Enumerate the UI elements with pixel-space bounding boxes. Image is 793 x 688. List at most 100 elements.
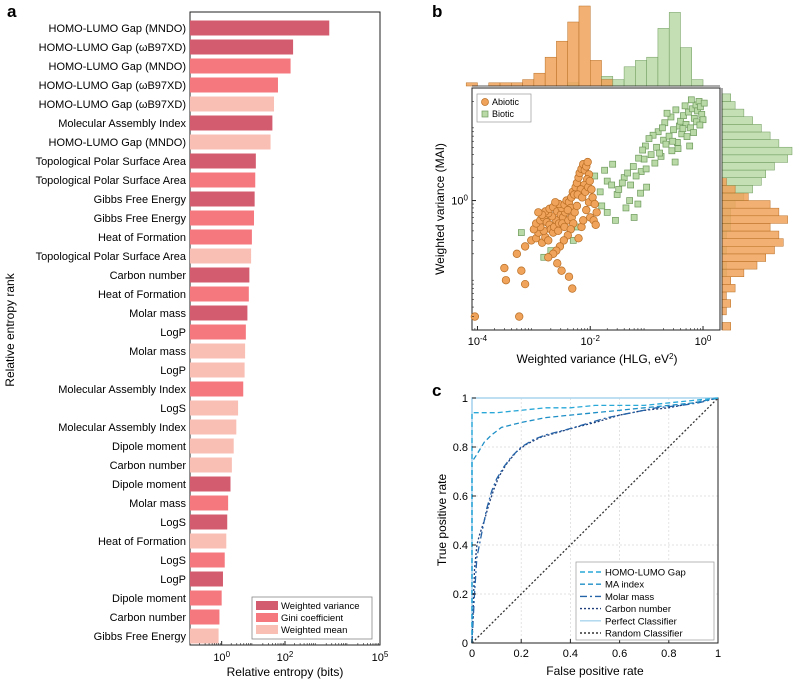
side-hist-biotic-bin [721, 108, 745, 117]
bar-wm-21 [190, 419, 237, 435]
abiotic-point-97 [591, 220, 600, 229]
bar-wm-17 [190, 343, 246, 359]
side-hist-biotic-bin [721, 131, 771, 140]
abiotic-point-84 [564, 272, 574, 281]
bar-label-13: Carbon number [110, 270, 187, 282]
abiotic-point-83 [557, 266, 566, 275]
top-hist-abiotic-bin [589, 60, 602, 87]
bar-label-20: LogS [160, 403, 186, 415]
biotic-point-69 [656, 149, 663, 157]
biotic-point-22 [665, 132, 673, 140]
biotic-point-17 [647, 151, 655, 159]
biotic-point-75 [683, 133, 691, 140]
c-legend-label-0: HOMO-LUMO Gap [605, 568, 686, 579]
biotic-point-8 [609, 160, 617, 168]
panel-label-a: a [7, 2, 17, 21]
top-hist-abiotic-bin [567, 21, 580, 87]
panel-c-ylabel: True positive rate [435, 474, 449, 567]
bar-gc-14 [190, 286, 249, 302]
side-hist-biotic-bin [721, 93, 731, 102]
abiotic-point-40 [551, 198, 560, 207]
legend-label-biotic: Biotic [492, 109, 515, 119]
abiotic-point-77 [559, 236, 568, 245]
bar-label-10: Gibbs Free Energy [94, 213, 187, 225]
biotic-point-21 [662, 140, 670, 148]
biotic-point-43 [687, 96, 695, 104]
roc-line-1 [471, 397, 719, 643]
bar-wv-0 [190, 20, 330, 36]
abiotic-point-92 [587, 185, 596, 194]
side-hist-abiotic-bin [721, 223, 771, 232]
panel-b-frame [471, 87, 721, 331]
biotic-point-11 [626, 197, 634, 204]
abiotic-point-73 [572, 201, 582, 211]
c-legend-label-4: Perfect Classifier [605, 616, 677, 627]
bar-label-17: Molar mass [129, 346, 186, 358]
c-xtick-label-4: 0.8 [661, 648, 676, 660]
biotic-point-60 [598, 202, 606, 210]
top-hist-biotic-bin [612, 79, 625, 87]
side-hist-abiotic-bin [721, 246, 775, 255]
biotic-point-24 [670, 126, 677, 134]
biotic-point-48 [654, 128, 662, 136]
bar-label-15: Molar mass [129, 308, 186, 320]
abiotic-point-64 [585, 176, 594, 186]
bar-label-21: Molecular Assembly Index [58, 422, 186, 434]
bar-gc-28 [190, 552, 225, 568]
panel-c-roc: 0 0.2 0.4 0.6 0.8 1 0 0.2 0.4 0.6 0.8 1 False posit… [435, 393, 721, 678]
side-hist-abiotic-bin [721, 215, 788, 224]
c-xtick-label-3: 0.6 [612, 648, 627, 660]
biotic-point-79 [696, 121, 704, 129]
bar-wv-13 [190, 267, 250, 283]
b-ytick-label-0: 100 [451, 193, 468, 208]
legend-label-weighted-mean: Weighted mean [281, 625, 347, 636]
biotic-point-13 [634, 200, 642, 208]
side-hist-biotic-bin [721, 169, 766, 178]
biotic-point-39 [697, 103, 704, 111]
a-xtick-label-1: 102 [277, 650, 294, 665]
bar-gc-8 [190, 172, 256, 188]
b-xtick-label-2: 100 [695, 334, 712, 349]
bar-wm-27 [190, 533, 227, 549]
bar-wv-1 [190, 39, 294, 55]
legend-swatch-weighted-variance [256, 601, 278, 610]
abiotic-point-81 [544, 253, 553, 262]
abiotic-point-66 [563, 205, 572, 215]
bar-gc-25 [190, 495, 229, 511]
c-legend-label-1: MA index [605, 580, 644, 591]
abiotic-point-13 [544, 236, 553, 245]
biotic-point-28 [677, 117, 684, 125]
side-hist-biotic-bin [721, 101, 736, 110]
biotic-point-74 [679, 125, 687, 132]
side-hist-abiotic-bin [721, 253, 766, 262]
bar-label-19: Molecular Assembly Index [58, 384, 186, 396]
biotic-point-61 [603, 209, 611, 216]
panel-b-ylabel: Weighted variance (MAI) [433, 143, 447, 275]
c-xtick-label-1: 0.2 [514, 648, 529, 660]
bar-label-32: Gibbs Free Energy [94, 631, 187, 643]
bar-label-30: Dipole moment [112, 593, 186, 605]
biotic-point-23 [668, 147, 676, 155]
bar-wm-12 [190, 248, 252, 264]
bar-gc-2 [190, 58, 291, 74]
side-hist-abiotic-bin [721, 268, 745, 277]
c-legend-label-3: Carbon number [605, 604, 671, 615]
bar-label-6: HOMO-LUMO Gap (MNDO) [49, 137, 187, 149]
b-xtick-label-1: 10-2 [581, 334, 601, 349]
side-hist-abiotic-bin [721, 200, 771, 209]
bar-label-9: Gibbs Free Energy [94, 194, 187, 206]
panel-a-ylabel: Relative entropy rank [3, 272, 17, 386]
biotic-point-65 [632, 172, 640, 180]
top-hist-biotic-bin [635, 60, 647, 87]
c-legend-label-2: Molar mass [605, 592, 654, 603]
bar-wm-18 [190, 362, 245, 378]
panel-label-c: c [432, 381, 441, 400]
biotic-point-53 [635, 154, 642, 162]
c-ytick-label-2: 0.4 [453, 540, 468, 552]
bar-gc-30 [190, 590, 222, 606]
biotic-point-55 [624, 169, 631, 177]
side-hist-abiotic-bin [721, 284, 736, 293]
bar-label-24: Dipole moment [112, 479, 186, 491]
panel-c-legend-box [575, 561, 715, 641]
